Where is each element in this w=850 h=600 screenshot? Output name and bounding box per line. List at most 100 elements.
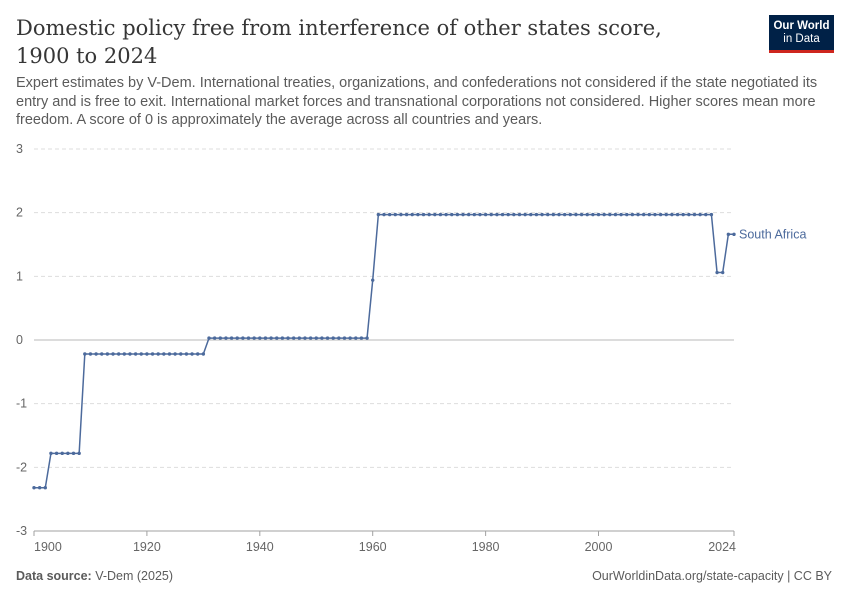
x-tick-label: 1920 xyxy=(133,540,161,554)
data-point xyxy=(715,270,719,275)
data-point xyxy=(49,451,53,456)
data-point xyxy=(246,336,251,340)
data-point xyxy=(399,212,403,217)
data-point xyxy=(354,336,358,340)
data-point xyxy=(116,352,121,356)
data-point xyxy=(139,352,143,356)
data-point xyxy=(551,212,556,217)
data-point xyxy=(704,212,708,217)
data-point xyxy=(308,336,313,340)
data-point xyxy=(359,336,364,340)
y-tick-label: -2 xyxy=(16,460,27,474)
data-point xyxy=(376,212,381,217)
data-point xyxy=(393,212,397,217)
data-point xyxy=(201,352,206,356)
y-tick-label: 3 xyxy=(16,142,23,156)
data-point xyxy=(60,451,64,456)
data-source-value[interactable]: V-Dem (2025) xyxy=(95,569,174,583)
data-point xyxy=(280,336,285,340)
data-point xyxy=(184,352,189,356)
data-point xyxy=(100,352,104,356)
x-tick-label: 1960 xyxy=(359,540,387,554)
data-point xyxy=(732,232,736,237)
footer-link[interactable]: OurWorldinData.org/state-capacity | CC B… xyxy=(592,569,832,583)
y-tick-label: -1 xyxy=(16,397,27,411)
axis-layer: 3 2 1 0 -1 -2 -3 1900 1920 1940 1960 1980 2000 2024 xyxy=(16,142,736,554)
data-point xyxy=(37,486,42,490)
data-point xyxy=(167,352,172,356)
data-point xyxy=(404,212,409,217)
data-point xyxy=(483,212,488,217)
data-point xyxy=(540,212,544,217)
data-point xyxy=(43,486,47,490)
data-point xyxy=(212,336,217,340)
data-point xyxy=(286,336,290,340)
data-point xyxy=(122,352,127,356)
owid-logo[interactable]: Our World in Data xyxy=(769,15,834,53)
data-point xyxy=(687,212,691,217)
data-point xyxy=(664,212,668,217)
data-point xyxy=(252,336,256,340)
data-point xyxy=(314,336,318,340)
y-tick-label: 0 xyxy=(16,333,23,347)
data-point xyxy=(472,212,477,217)
data-point xyxy=(613,212,618,217)
data-point xyxy=(529,212,533,217)
data-point xyxy=(433,212,437,217)
x-tick-label: 1900 xyxy=(34,540,62,554)
data-point xyxy=(258,336,262,340)
data-point xyxy=(83,352,87,356)
data-point xyxy=(179,352,183,356)
data-point xyxy=(145,352,149,356)
data-point xyxy=(320,336,324,340)
data-point xyxy=(495,212,499,217)
data-point xyxy=(461,212,465,217)
data-point xyxy=(726,232,731,237)
logo-line-1: Our World xyxy=(773,20,830,32)
data-point xyxy=(579,212,584,217)
chart-subtitle: Expert estimates by V-Dem. International… xyxy=(16,75,818,128)
data-point xyxy=(54,451,59,456)
data-source: Data source: V-Dem (2025) xyxy=(16,569,173,583)
data-point xyxy=(71,451,76,456)
data-point xyxy=(331,336,335,340)
data-point xyxy=(275,336,279,340)
data-point xyxy=(218,336,222,340)
data-point xyxy=(416,212,420,217)
data-point xyxy=(692,212,697,217)
data-point xyxy=(371,278,375,282)
data-point xyxy=(562,212,567,217)
data-source-label: Data source: xyxy=(16,569,92,583)
data-point xyxy=(585,212,589,217)
data-point xyxy=(466,212,471,217)
data-point xyxy=(348,336,352,340)
data-point xyxy=(636,212,640,217)
data-point xyxy=(77,451,81,456)
data-point xyxy=(591,212,595,217)
data-point xyxy=(647,212,652,217)
data-point xyxy=(337,336,341,340)
series-label: South Africa xyxy=(739,227,806,241)
data-point xyxy=(574,212,578,217)
data-point xyxy=(675,212,680,217)
logo-line-2: in Data xyxy=(783,33,820,45)
label-layer: South Africa xyxy=(739,227,806,241)
data-point xyxy=(207,336,211,340)
data-point xyxy=(500,212,505,217)
data-point xyxy=(269,336,273,340)
data-point xyxy=(427,212,431,217)
data-point xyxy=(241,336,245,340)
data-point xyxy=(478,212,482,217)
data-point xyxy=(641,212,646,217)
data-point xyxy=(94,352,98,356)
data-point xyxy=(721,270,725,275)
data-point xyxy=(128,352,132,356)
x-tick-label: 1980 xyxy=(472,540,500,554)
data-point xyxy=(681,212,685,217)
data-point xyxy=(196,352,200,356)
logo-accent-bar xyxy=(769,50,834,53)
data-point xyxy=(133,352,138,356)
data-point xyxy=(709,212,714,217)
x-tick-label: 1940 xyxy=(246,540,274,554)
